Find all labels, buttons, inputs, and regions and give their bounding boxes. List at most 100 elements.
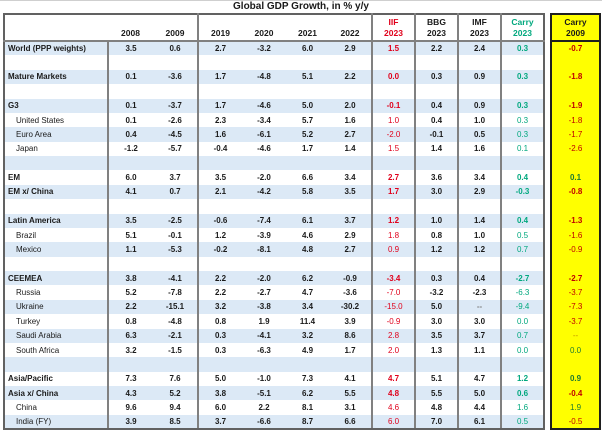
cell-2022: 4.1 (329, 371, 373, 386)
column-gap (544, 141, 551, 156)
cell-carry-2023: 0.4 (501, 170, 545, 185)
cell-iif-2023: -7.0 (372, 285, 416, 300)
cell-2021: 8.1 (301, 403, 314, 413)
column-gap (544, 371, 551, 386)
cell-2009: 8.5 (153, 414, 199, 431)
cell-iif-2023 (372, 256, 416, 271)
row-label: United States (3, 112, 109, 128)
cell-iif-2023 (372, 84, 416, 99)
cell-2008: 3.9 (108, 414, 153, 431)
cell-imf-2023: 1.2 (458, 242, 502, 257)
cell-2009: 7.6 (153, 371, 199, 386)
cell-iif-2023: -0.1 (372, 98, 416, 113)
cell-2022 (329, 84, 373, 99)
cell-2020: -5.1 (242, 386, 286, 401)
cell-2008: 2.2 (108, 299, 153, 315)
cell-2019 (198, 55, 242, 69)
cell-2019: 3.2 (198, 299, 242, 315)
cell-2020: 1.9 (258, 316, 270, 326)
cell-iif-2023 (372, 199, 416, 214)
cell-2022 (329, 357, 373, 372)
cell-2019: 0.3 (198, 328, 242, 343)
cell-carry-2009: -0.9 (550, 242, 601, 257)
cell-carry-2023: -6.3 (501, 285, 545, 300)
cell-carry-2023 (501, 357, 545, 372)
cell-2019 (198, 199, 242, 213)
cell-iif-2023: -0.9 (372, 314, 416, 329)
cell-2008: 9.6 (125, 403, 137, 413)
cell-2020 (242, 357, 286, 372)
cell-2021: 7.3 (301, 374, 314, 384)
cell-2021 (286, 199, 329, 213)
column-gap (544, 55, 551, 70)
cell-2008: 3.5 (108, 41, 153, 56)
cell-2020 (242, 257, 286, 271)
cell-2021: 5.7 (301, 115, 314, 125)
cell-2021: 3.4 (286, 299, 329, 315)
cell-2008: 0.1 (125, 115, 137, 125)
cell-2020: -3.8 (242, 299, 286, 315)
cell-2021 (286, 156, 329, 171)
cell-imf-2023 (458, 55, 502, 70)
cell-carry-2023: 0.4 (501, 213, 545, 228)
cell-2020: 2.2 (258, 403, 270, 413)
cell-2022: 5.5 (329, 386, 373, 401)
cell-carry-2023: 0.7 (501, 328, 545, 343)
cell-carry-2009 (550, 156, 601, 171)
row-g3: G3 0.1 -3.7 1.7 -4.6 5.0 2.0 -0.1 0.4 0.9 0.3 -1.9 (3, 98, 601, 113)
cell-carry-2009 (550, 357, 601, 372)
row-asia-pacific: Asia/Pacific 7.3 7.6 5.0 -1.0 7.3 4.1 4.7 5.1 4.7… (3, 371, 601, 386)
cell-imf-2023: -2.3 (458, 285, 502, 300)
cell-2022: 1.6 (329, 112, 373, 128)
cell-2020 (242, 199, 286, 213)
row-em: EM 6.0 3.7 3.5 -2.0 6.6 3.4 2.7 3.6 3.4 0.4 0.1 (3, 170, 601, 185)
cell-iif-2023: 0.0 (372, 69, 416, 85)
cell-2022: -30.2 (329, 299, 373, 315)
cell-2022: 2.0 (329, 98, 373, 113)
cell-carry-2023 (501, 84, 545, 99)
spacer-row (3, 256, 601, 271)
col-header-iif-2023: IIF 2023 (372, 13, 416, 42)
row-label: Russia (3, 285, 109, 300)
cell-carry-2023: 0.3 (501, 69, 545, 85)
cell-2009: 5.2 (153, 386, 199, 401)
cell-2022 (329, 256, 373, 271)
cell-iif-2023: 2.0 (372, 342, 416, 358)
cell-bbg-2023: 5.5 (415, 386, 459, 401)
cell-bbg-2023: 0.4 (415, 98, 459, 113)
row-label: Mature Markets (3, 69, 109, 85)
column-gap (544, 213, 551, 228)
cell-imf-2023: 2.9 (458, 184, 502, 200)
column-gap (544, 400, 551, 415)
column-gap (544, 256, 551, 271)
row-mexico: Mexico 1.1 -5.3 -0.2 -8.1 4.8 2.7 0.9 1.2 1.2 0.7-… (3, 242, 601, 257)
cell-imf-2023: 3.4 (458, 170, 502, 185)
row-label: Turkey (3, 314, 109, 329)
cell-2008: 1.1 (108, 242, 153, 257)
cell-2009: 0.7 (153, 184, 199, 200)
cell-2008: -1.2 (124, 144, 138, 154)
cell-2008: 3.8 (108, 271, 153, 286)
gdp-growth-table: 2008 2009 2019 2020 2021 2022 IIF 2023 BBG 2023 IM… (3, 13, 601, 431)
row-united-states: United States 0.1 -2.6 2.3 -3.4 5.7 1.6 1.0 0.4 1… (3, 112, 601, 128)
cell-2008: 0.1 (108, 98, 153, 113)
cell-carry-2023: 0.5 (501, 227, 545, 243)
row-label: Mexico (3, 242, 109, 257)
cell-carry-2023: 0.0 (501, 314, 545, 329)
cell-carry-2009 (550, 199, 601, 214)
cell-carry-2009: -3.7 (550, 314, 601, 329)
row-label (3, 84, 109, 99)
cell-2008: 4.1 (108, 184, 153, 200)
cell-2009 (153, 156, 199, 171)
cell-carry-2009: -0.5 (550, 414, 601, 431)
cell-2009: -1.5 (153, 342, 199, 358)
col-header-2021: 2021 (286, 13, 329, 42)
cell-2021: 3.2 (286, 328, 329, 343)
cell-bbg-2023: 0.8 (415, 227, 459, 243)
cell-2008 (108, 84, 153, 98)
page-top-divider (0, 0, 602, 1)
cell-iif-2023: -3.4 (372, 271, 416, 286)
row-world-ppp-weights: World (PPP weights) 3.5 0.6 2.7 -3.2 6.0 2.9 1.… (3, 41, 601, 56)
cell-2020: -4.6 (242, 98, 286, 113)
cell-2009 (153, 256, 199, 271)
